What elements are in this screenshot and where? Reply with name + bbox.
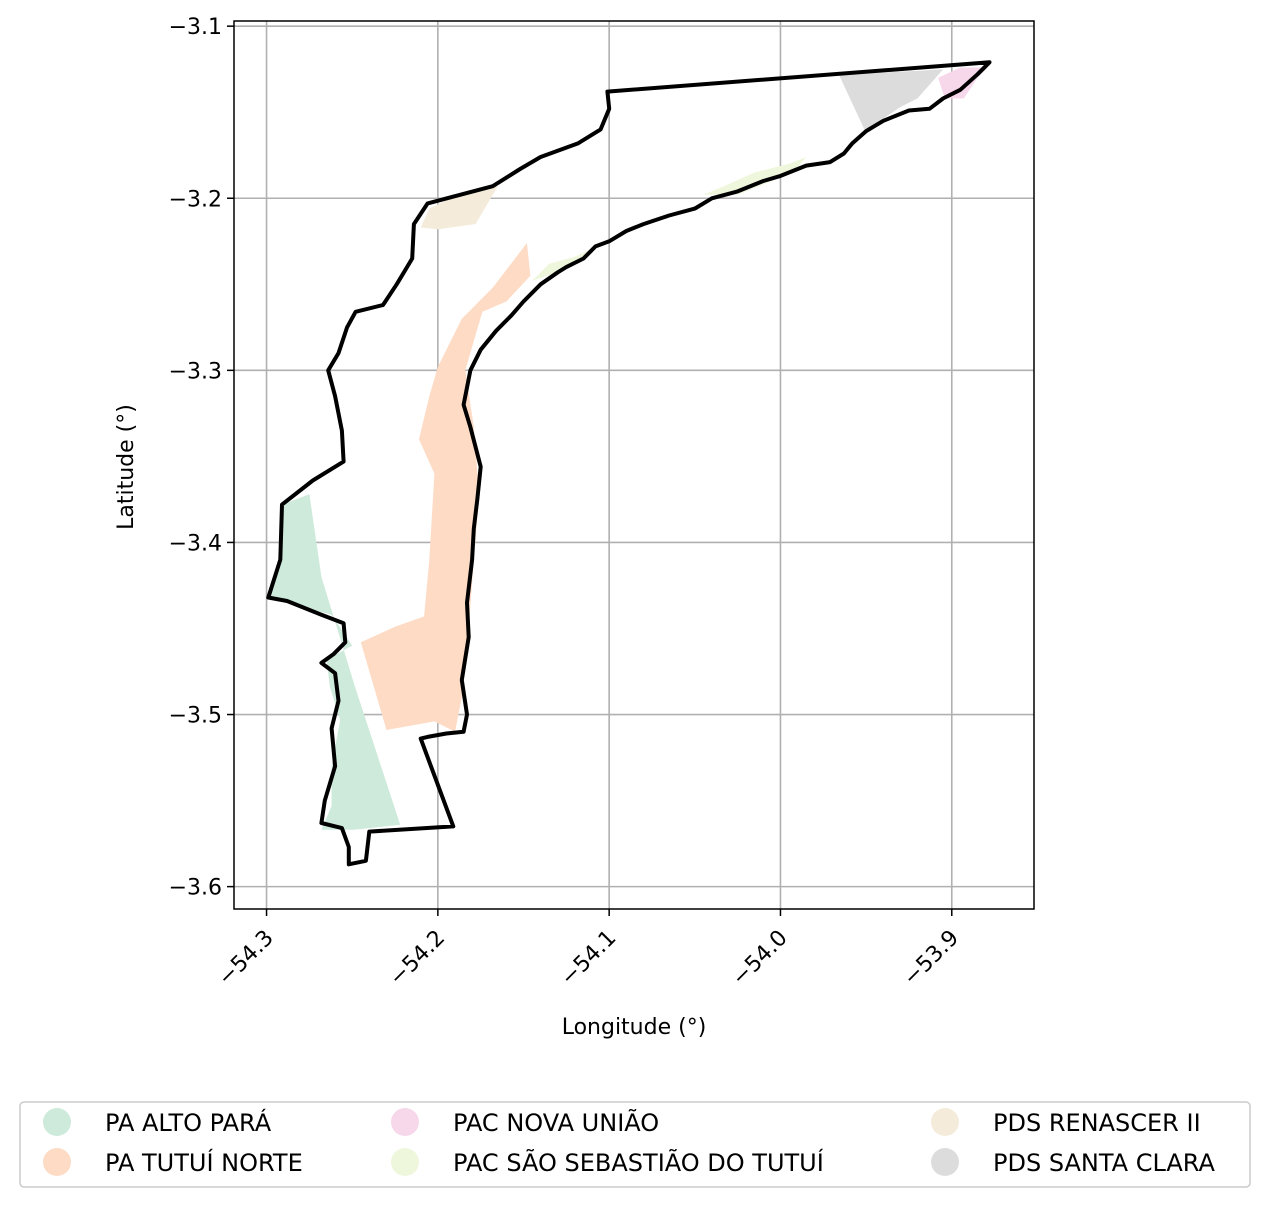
legend-label: PAC SÃO SEBASTIÃO DO TUTUÍ (453, 1147, 824, 1177)
legend-swatch (931, 1108, 959, 1136)
legend-label: PAC NOVA UNIÃO (453, 1107, 659, 1137)
y-tick-label: −3.6 (169, 876, 222, 901)
y-tick-label: −3.3 (169, 359, 222, 384)
legend-swatch (43, 1108, 71, 1136)
region-pds-renascer-ii (421, 186, 498, 229)
y-tick-label: −3.1 (169, 15, 222, 40)
region-polygons (268, 68, 987, 830)
x-tick-label: −54.0 (727, 926, 792, 991)
legend-label: PA ALTO PARÁ (105, 1108, 272, 1137)
y-tick-label: −3.4 (169, 531, 222, 556)
legend-swatch (931, 1148, 959, 1176)
region-pa-tutui-norte (361, 243, 531, 732)
legend-label: PDS SANTA CLARA (993, 1149, 1216, 1177)
legend-label: PDS RENASCER II (993, 1109, 1201, 1137)
region-pac-sao-sebastiao-do-tutui (703, 157, 806, 195)
x-tick-label: −54.2 (385, 926, 450, 991)
legend-swatch (391, 1108, 419, 1136)
region-pds-santa-clara (839, 69, 944, 129)
x-tick-label: −53.9 (899, 926, 964, 991)
y-tick-label: −3.5 (169, 704, 222, 729)
x-tick-label: −54.3 (213, 926, 278, 991)
legend: PA ALTO PARÁ PA TUTUÍ NORTE PAC NOVA UNIÃO… (20, 1102, 1250, 1187)
municipality-boundary (268, 62, 989, 864)
region-pac-sao-sebastiao-do-tutui (532, 246, 597, 281)
y-axis-label: Latitude (°) (114, 404, 139, 530)
y-tick-label: −3.2 (169, 187, 222, 212)
boundary-outline (268, 62, 989, 864)
legend-label: PA TUTUÍ NORTE (105, 1148, 303, 1177)
legend-swatch (43, 1148, 71, 1176)
x-tick-label: −54.1 (556, 926, 621, 991)
x-axis-label: Longitude (°) (562, 1015, 707, 1040)
legend-swatch (391, 1148, 419, 1176)
